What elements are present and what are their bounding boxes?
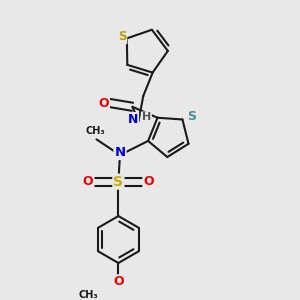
- Text: O: O: [98, 97, 109, 110]
- Text: N: N: [114, 146, 125, 159]
- Text: CH₃: CH₃: [85, 126, 105, 136]
- Text: S: S: [113, 175, 123, 189]
- Text: S: S: [118, 30, 126, 43]
- Text: O: O: [113, 275, 124, 288]
- Text: N: N: [128, 113, 138, 126]
- Text: S: S: [187, 110, 196, 123]
- Text: H: H: [142, 112, 151, 122]
- Text: CH₃: CH₃: [78, 290, 98, 300]
- Text: O: O: [83, 175, 93, 188]
- Text: O: O: [143, 175, 154, 188]
